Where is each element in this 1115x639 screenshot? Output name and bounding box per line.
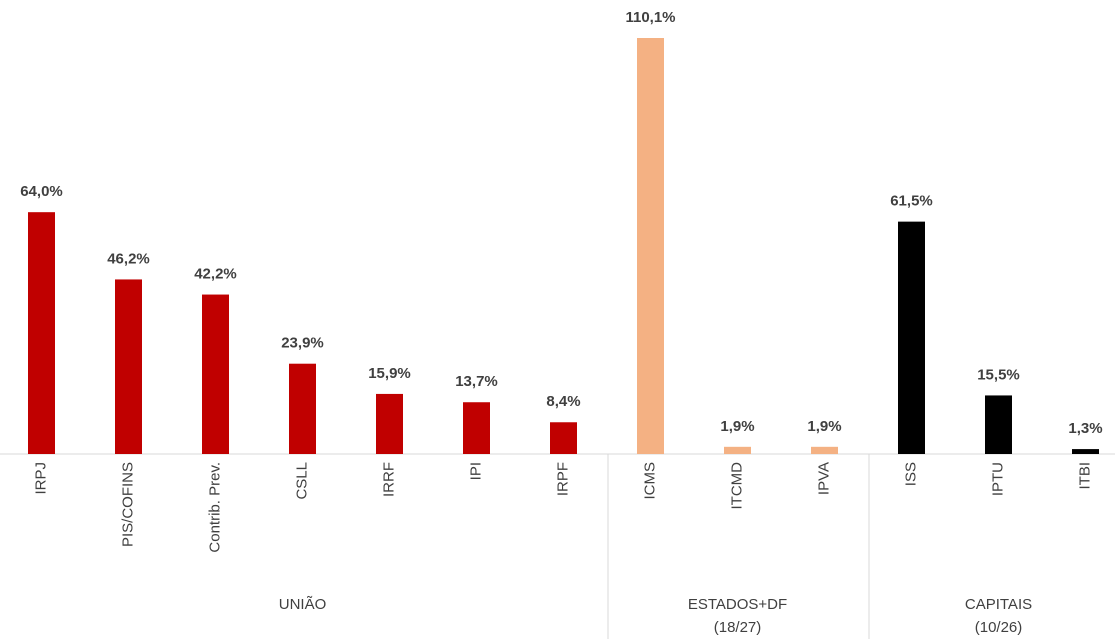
value-label: 61,5%	[890, 193, 933, 210]
x-tick-label: ITBI	[1076, 462, 1093, 490]
x-tick-label: ICMS	[641, 462, 658, 500]
bar	[376, 393, 403, 454]
x-tick-label: ISS	[902, 462, 919, 486]
group-label: (18/27)	[714, 619, 762, 636]
value-label: 42,2%	[194, 266, 237, 283]
bar	[811, 446, 838, 454]
x-tick-label: ITCMD	[728, 462, 745, 510]
bar	[637, 38, 664, 454]
bar	[898, 221, 925, 454]
bar	[1072, 449, 1099, 454]
x-tick-label: IPTU	[989, 462, 1006, 496]
x-tick-label: IRRF	[380, 462, 397, 497]
bar	[28, 212, 55, 454]
value-label: 23,9%	[281, 335, 324, 352]
value-label: 64,0%	[20, 183, 63, 200]
x-tick-label: CSLL	[293, 462, 310, 500]
x-tick-label: IRPF	[554, 462, 571, 496]
value-label: 13,7%	[455, 373, 498, 390]
value-label: 15,9%	[368, 365, 411, 382]
bar	[550, 422, 577, 454]
value-label: 110,1%	[625, 9, 675, 26]
group-label: CAPITAIS	[965, 596, 1032, 613]
bar	[463, 402, 490, 454]
bar	[115, 279, 142, 454]
group-label: (10/26)	[975, 619, 1023, 636]
value-label: 8,4%	[546, 393, 580, 410]
value-label: 1,3%	[1068, 420, 1102, 437]
value-label: 1,9%	[720, 418, 754, 435]
x-tick-label: IPI	[467, 462, 484, 480]
bar	[289, 363, 316, 454]
bar	[985, 395, 1012, 454]
x-tick-label: Contrib. Prev.	[206, 462, 223, 553]
x-tick-label: IPVA	[815, 462, 832, 495]
x-tick-label: PIS/COFINS	[119, 462, 136, 547]
value-label: 15,5%	[977, 366, 1020, 383]
x-tick-label: IRPJ	[32, 462, 49, 495]
bar	[724, 446, 751, 454]
value-label: 1,9%	[807, 418, 841, 435]
group-label: ESTADOS+DF	[688, 596, 787, 613]
group-label: UNIÃO	[279, 596, 327, 613]
value-label: 46,2%	[107, 250, 150, 267]
bar	[202, 294, 229, 454]
